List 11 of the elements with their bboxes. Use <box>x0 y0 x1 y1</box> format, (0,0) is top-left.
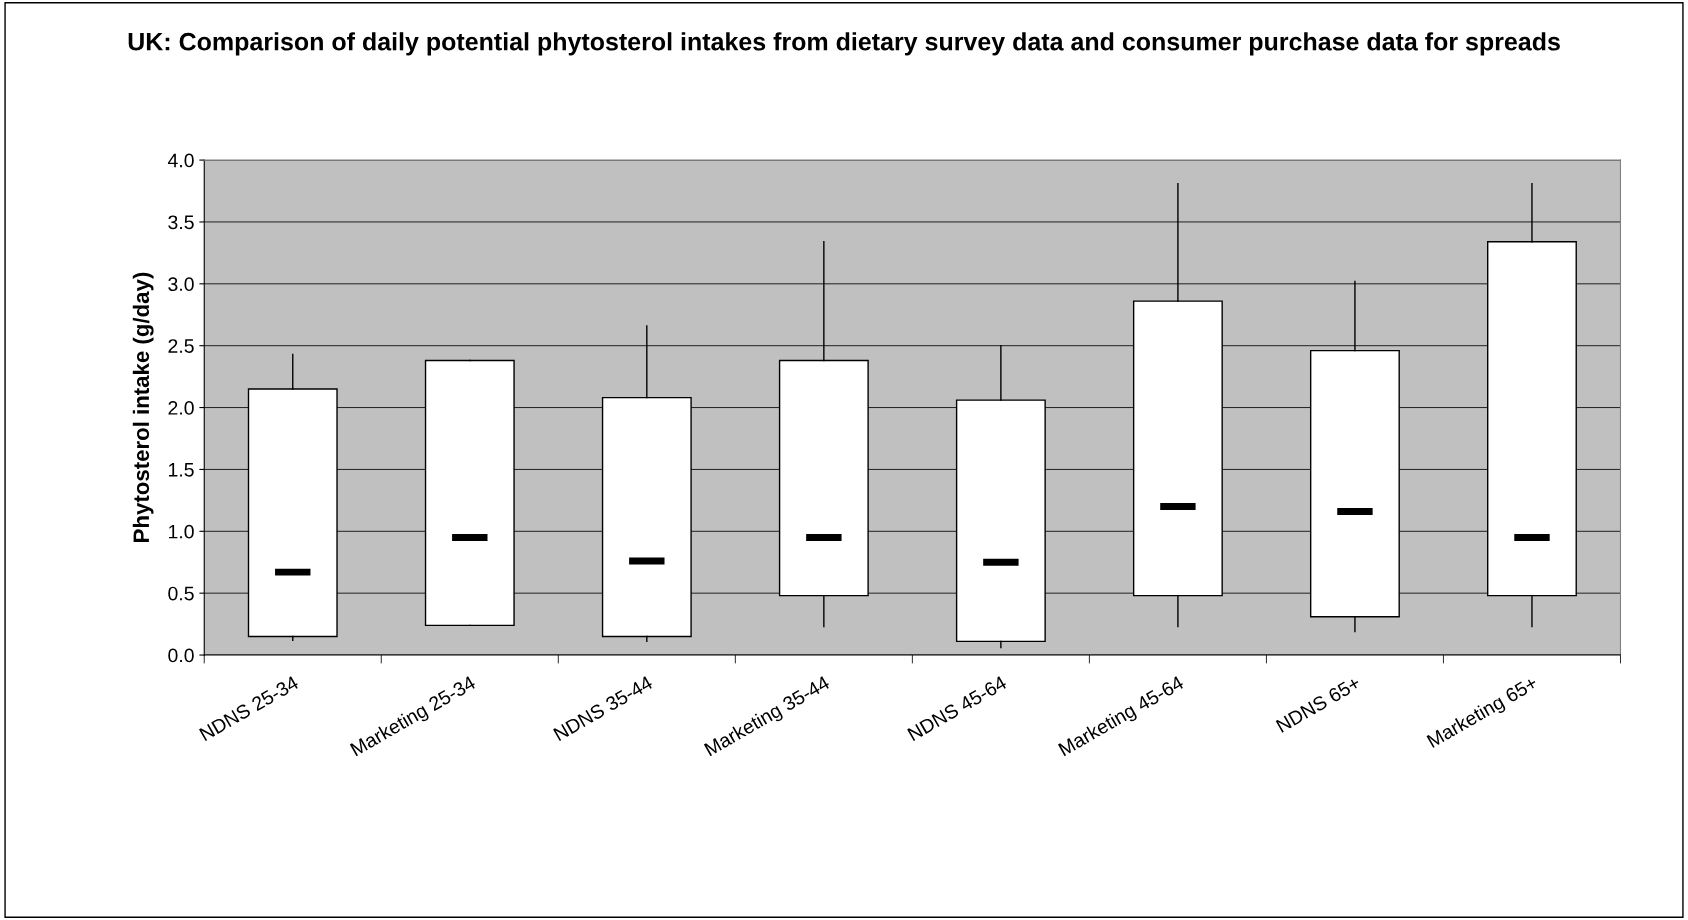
y-tick-label: 2.5 <box>168 339 194 353</box>
y-axis-title: Phytosterol intake (g/day) <box>132 272 154 542</box>
y-tick-label: 3.0 <box>168 277 194 292</box>
y-tick-label: 3.5 <box>168 215 194 230</box>
y-tick-label: 2.0 <box>168 401 194 415</box>
y-tick-label: 1.0 <box>168 524 194 539</box>
y-tick-label: 0.5 <box>168 586 194 601</box>
y-tick-label: 0.0 <box>168 648 194 663</box>
chart-title: UK: Comparison of daily potential phytosterol intakes from dietary survey data and consumer purchase data for spreads <box>128 32 1560 56</box>
y-tick-label: 1.5 <box>168 463 194 477</box>
y-tick-label: 4.0 <box>167 153 194 168</box>
